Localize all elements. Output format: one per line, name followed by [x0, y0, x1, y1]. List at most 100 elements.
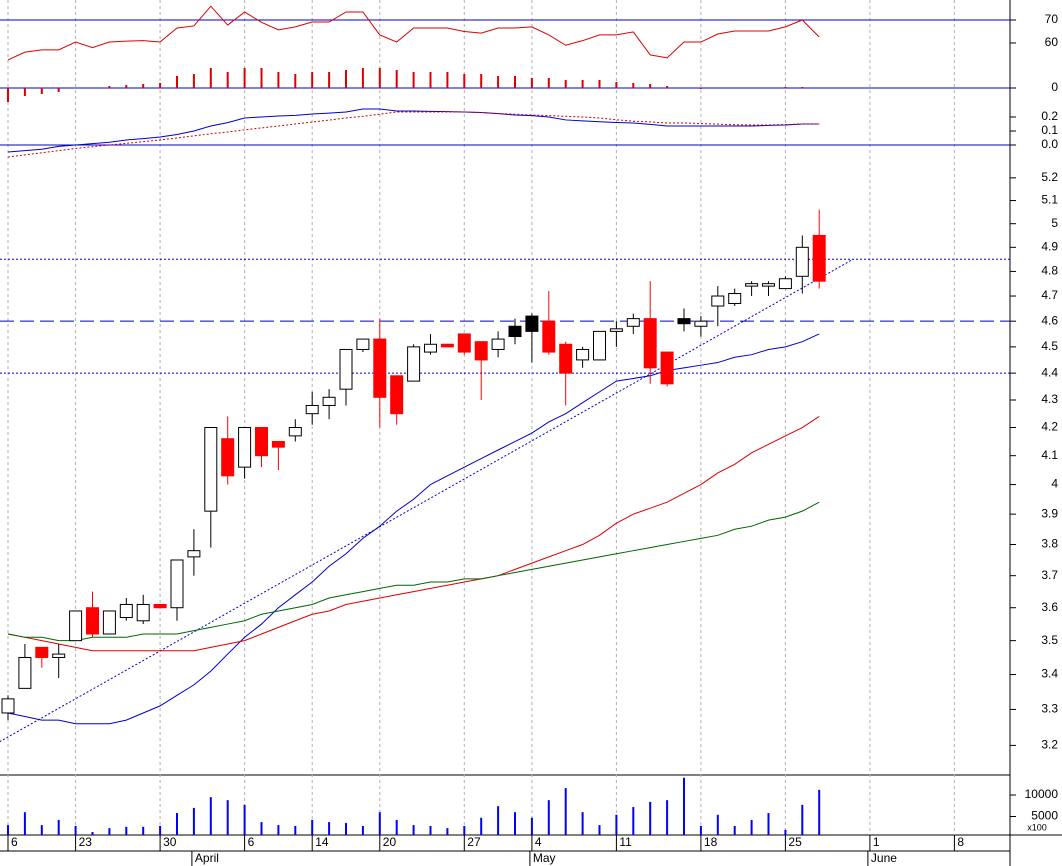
candle-body	[677, 318, 691, 325]
bar	[23, 88, 26, 96]
x-tick-label: 8	[957, 835, 964, 849]
candle-body	[339, 348, 353, 390]
trend-line	[0, 258, 854, 743]
bar	[497, 76, 500, 88]
y-tick-label: 4.9	[1041, 239, 1058, 253]
bar	[277, 825, 280, 835]
bar	[699, 825, 702, 835]
candle-body	[1, 698, 15, 714]
candle-body	[69, 610, 83, 642]
bar	[328, 822, 331, 835]
x-tick-label: 30	[163, 835, 177, 849]
bar	[209, 797, 212, 835]
month-label: April	[195, 851, 219, 865]
bar	[395, 70, 398, 88]
bar	[480, 817, 483, 835]
bar	[294, 74, 297, 88]
bar	[142, 826, 145, 835]
candle-body	[626, 318, 640, 327]
bar	[7, 825, 9, 835]
y-tick-label: 3.6	[1041, 600, 1058, 614]
y-tick-label: 3.8	[1041, 537, 1058, 551]
bar	[260, 68, 263, 88]
candle-body	[762, 283, 775, 287]
bar	[328, 72, 331, 88]
bar	[243, 68, 246, 88]
bar	[733, 825, 736, 835]
bar	[311, 72, 314, 88]
bar	[243, 804, 246, 835]
bar	[361, 825, 364, 835]
candle-body	[102, 610, 116, 635]
x-tick-label: 18	[704, 835, 718, 849]
candle-body	[18, 656, 32, 689]
bar	[40, 825, 43, 835]
bar	[7, 88, 9, 102]
bar	[277, 72, 280, 88]
indicator-line	[7, 5, 820, 61]
y-tick-label: 3.4	[1041, 667, 1058, 681]
bar	[716, 814, 719, 835]
bar	[564, 80, 567, 88]
y-tick-label: 10000	[1025, 787, 1059, 801]
y-tick-label: 4	[1051, 477, 1058, 491]
bar	[429, 72, 432, 88]
candle-body	[440, 343, 454, 348]
bar	[125, 826, 128, 835]
bar	[345, 822, 347, 835]
candle-body	[221, 438, 235, 477]
unit-label: x100	[1027, 822, 1047, 832]
y-tick-label: 4.5	[1041, 339, 1058, 353]
bar	[412, 825, 415, 835]
candle-body	[576, 348, 590, 361]
bar	[750, 819, 753, 835]
y-tick-label: 0	[1051, 80, 1058, 94]
y-tick-label: 4.4	[1041, 365, 1058, 379]
candle-body	[424, 343, 437, 353]
candle-body	[694, 320, 708, 327]
bar	[530, 817, 533, 835]
y-tick-label: 4.3	[1041, 392, 1058, 406]
bar	[159, 83, 162, 88]
bar	[666, 800, 669, 835]
bar	[581, 812, 584, 835]
y-tick-label: 3.7	[1041, 568, 1058, 582]
bar	[463, 74, 466, 88]
bar	[91, 831, 94, 835]
candle-body	[86, 607, 99, 635]
bar	[125, 85, 128, 88]
candle-body	[136, 603, 150, 622]
bar	[159, 825, 162, 835]
bar	[463, 825, 466, 835]
bar	[40, 88, 43, 94]
bar	[632, 807, 635, 835]
bar	[429, 825, 432, 835]
moving-average	[7, 501, 820, 642]
bar	[514, 812, 516, 835]
candle-body	[119, 603, 133, 618]
moving-average	[7, 416, 820, 652]
candle-body	[153, 603, 167, 609]
bar	[598, 825, 601, 835]
bar	[226, 800, 229, 835]
bar	[345, 70, 347, 88]
candle-body	[305, 404, 319, 415]
bar	[57, 819, 60, 835]
candle-body	[795, 246, 809, 277]
bar	[666, 86, 669, 88]
bar	[361, 68, 364, 88]
bar	[142, 84, 145, 88]
bar	[801, 87, 804, 88]
x-tick-label: 1	[873, 835, 880, 849]
bar	[108, 828, 111, 835]
month-label: May	[533, 851, 556, 865]
indicator-line	[7, 111, 820, 158]
candle-body	[542, 320, 556, 353]
candle-body	[778, 278, 792, 290]
x-tick-label: 4	[535, 835, 542, 849]
y-tick-label: 4.1	[1041, 448, 1058, 462]
bar	[530, 78, 533, 88]
y-tick-label: 60	[1045, 35, 1059, 49]
candle-body	[559, 343, 573, 374]
